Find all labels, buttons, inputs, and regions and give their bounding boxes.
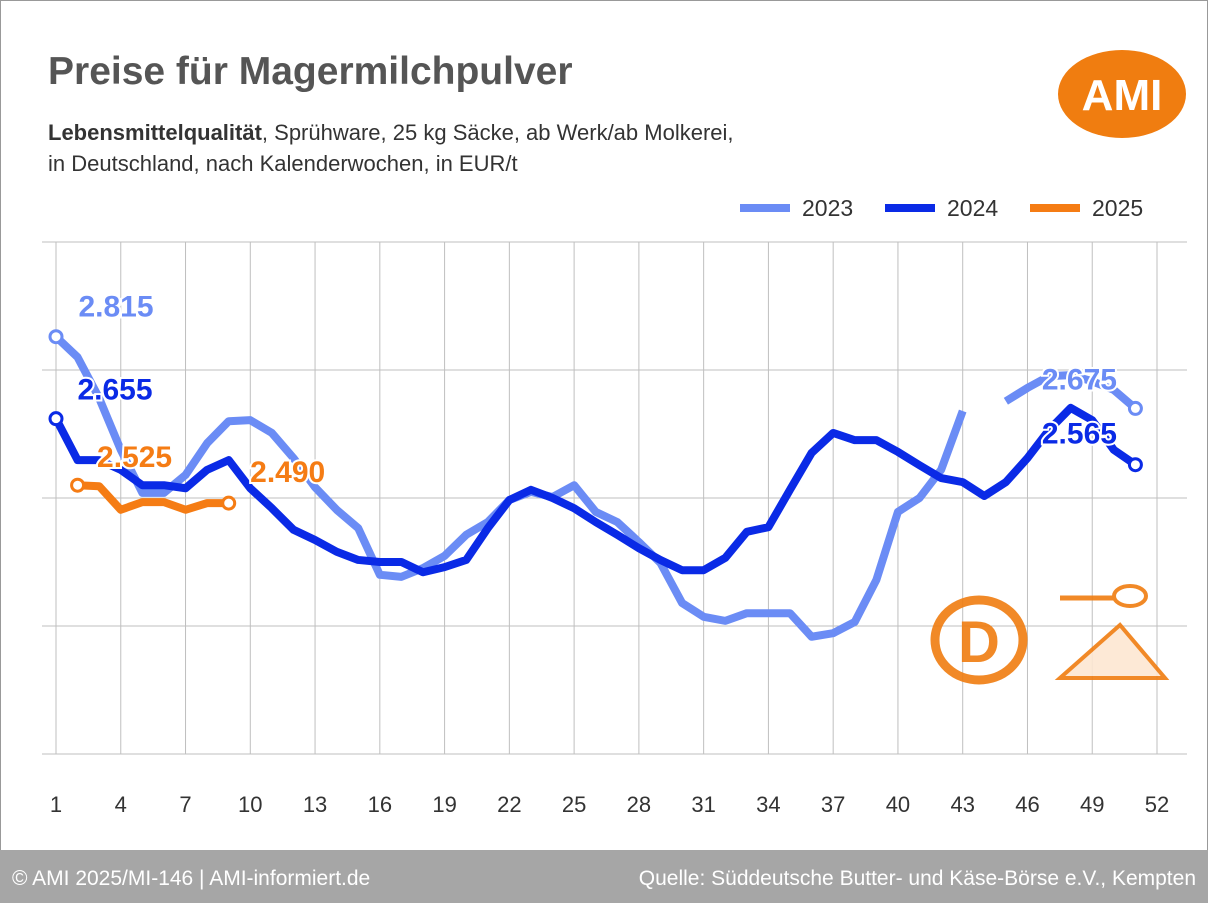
legend-label: 2023	[802, 195, 853, 221]
value-label: 2.815	[78, 291, 153, 324]
x-tick-label: 13	[303, 792, 327, 817]
footer-left: © AMI 2025/MI-146 | AMI-informiert.de	[12, 867, 370, 890]
subtitle-line: in Deutschland, nach Kalenderwochen, in …	[48, 151, 518, 176]
footer-right: Quelle: Süddeutsche Butter- und Käse-Bör…	[639, 867, 1196, 890]
x-tick-label: 37	[821, 792, 845, 817]
x-tick-label: 19	[432, 792, 456, 817]
icon-letter: D	[958, 610, 1000, 675]
subtitle-bold: Lebensmittelqualität	[48, 120, 263, 145]
x-tick-label: 28	[627, 792, 651, 817]
logo: AMI	[1082, 71, 1163, 120]
x-tick-label: 16	[368, 792, 392, 817]
end-marker	[1129, 459, 1141, 471]
x-tick-label: 7	[179, 792, 191, 817]
x-tick-label: 31	[691, 792, 715, 817]
end-marker	[50, 331, 62, 343]
x-tick-label: 52	[1145, 792, 1169, 817]
legend-label: 2024	[947, 195, 998, 221]
legend-label: 2025	[1092, 195, 1143, 221]
end-marker	[50, 413, 62, 425]
subtitle-line: , Sprühware, 25 kg Säcke, ab Werk/ab Mol…	[262, 120, 734, 145]
end-marker	[223, 497, 235, 509]
x-tick-label: 46	[1015, 792, 1039, 817]
subtitle: Lebensmittelqualität, Sprühware, 25 kg S…	[48, 120, 734, 145]
value-label: 2.525	[97, 441, 172, 474]
x-tick-label: 25	[562, 792, 586, 817]
x-tick-label: 34	[756, 792, 780, 817]
x-tick-label: 1	[50, 792, 62, 817]
x-tick-label: 40	[886, 792, 910, 817]
x-tick-label: 43	[950, 792, 974, 817]
x-tick-label: 4	[115, 792, 127, 817]
chart: Preise für Magermilchpulver Lebensmittel…	[0, 0, 1208, 903]
chart-title: Preise für Magermilchpulver	[48, 50, 573, 93]
x-tick-label: 10	[238, 792, 262, 817]
value-label: 2.675	[1042, 363, 1117, 396]
value-label: 2.490	[250, 456, 325, 489]
end-marker	[72, 479, 84, 491]
x-tick-label: 22	[497, 792, 521, 817]
value-label: 2.655	[77, 374, 152, 407]
x-tick-label: 49	[1080, 792, 1104, 817]
value-label: 2.565	[1042, 418, 1117, 451]
end-marker	[1129, 402, 1141, 414]
